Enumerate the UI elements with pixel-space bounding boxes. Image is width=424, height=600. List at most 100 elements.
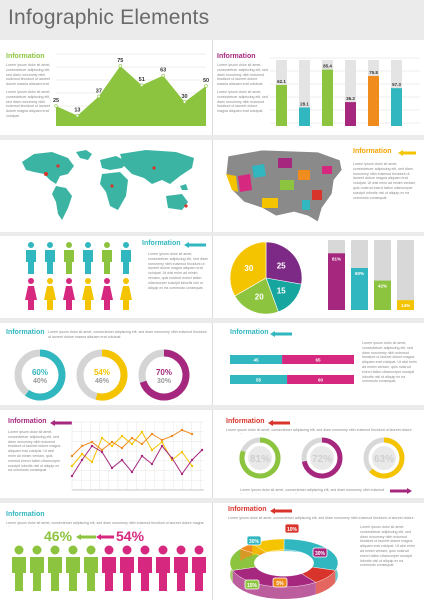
- row-5: Information Lorem ipsum dolor sit amet, …: [0, 410, 424, 498]
- data-label: 28.1: [300, 101, 309, 106]
- row-divider: [212, 323, 213, 405]
- info-label-2: Information: [217, 53, 256, 60]
- ring-segment: [283, 538, 339, 571]
- data-point: [70, 454, 74, 458]
- row-divider: [212, 40, 213, 135]
- bar-label: 14%: [401, 303, 410, 308]
- data-point: [130, 442, 134, 446]
- bar-label: 60%: [355, 271, 364, 276]
- bar-track: [345, 60, 356, 126]
- donut-label: 54%: [94, 368, 110, 377]
- bar: [391, 88, 402, 126]
- paragraph-4: Lorem ipsum dolor sit amet, consectetuer…: [148, 252, 208, 290]
- head: [104, 278, 110, 284]
- data-point: [118, 64, 122, 68]
- data-point: [90, 444, 94, 448]
- area-chart: 25 13 37 75 51 63 30 50: [53, 53, 209, 126]
- arrow-left-icon: [398, 150, 416, 156]
- bar: [299, 107, 310, 126]
- line-series: [71, 445, 203, 477]
- body: [66, 557, 80, 591]
- data-point: [140, 83, 144, 87]
- female-figures: [25, 278, 132, 310]
- head: [140, 545, 150, 555]
- paragraph-7: Lorem ipsum dolor sit amet, consectetuer…: [8, 430, 61, 473]
- paragraph-3: Lorem ipsum dolor sit amet, consectetuer…: [353, 162, 417, 200]
- arrow-left-icon: [268, 420, 290, 426]
- pie-slice: [265, 241, 303, 285]
- body: [120, 557, 134, 591]
- body: [44, 286, 56, 310]
- head: [28, 242, 34, 248]
- data-point: [180, 450, 184, 454]
- male-icon: [121, 242, 131, 274]
- data-point: [200, 448, 204, 452]
- progress-bars: 81% 60% 42% 14%: [328, 240, 414, 310]
- person-icon: [102, 545, 116, 591]
- male-icon: [64, 242, 74, 274]
- person-icon: [156, 545, 170, 591]
- row-4: Information Lorem ipsum dolor sit amet, …: [0, 323, 424, 405]
- info-label-1: Information: [6, 53, 45, 60]
- ring-chart-3d: 30% 10% 30% 15% 5%: [229, 523, 339, 599]
- data-label: 75: [117, 58, 123, 64]
- data-point: [120, 434, 124, 438]
- pie-slice: [229, 241, 267, 297]
- info-label-10: Information: [228, 506, 267, 513]
- gauge-center: [248, 446, 272, 470]
- body: [25, 286, 37, 310]
- head: [158, 545, 168, 555]
- line-chart: [70, 421, 204, 491]
- data-point: [70, 474, 74, 478]
- data-point: [190, 464, 194, 468]
- data-point: [130, 470, 134, 474]
- donut-label: 70%: [156, 368, 172, 377]
- body: [84, 557, 98, 591]
- ring-label: 30%: [315, 551, 326, 557]
- data-point: [100, 436, 104, 440]
- data-point: [140, 430, 144, 434]
- page-title: Infographic Elements: [8, 6, 210, 29]
- head: [104, 545, 114, 555]
- slice-label: 25: [277, 261, 286, 270]
- arrow-right-icon: [390, 488, 412, 494]
- data-label: 25: [53, 98, 59, 104]
- body: [12, 557, 26, 591]
- person-icon: [48, 545, 62, 591]
- percent-label-2: 54%: [116, 528, 145, 544]
- area-series: [56, 66, 206, 126]
- ring-tag: [272, 577, 288, 588]
- bar-label: 42%: [378, 284, 387, 289]
- data-point: [90, 460, 94, 464]
- pie-slice: [234, 277, 279, 315]
- person-icon: [192, 545, 206, 591]
- donut-segment: [25, 349, 66, 401]
- bar: [368, 75, 379, 126]
- bar-segment: [287, 375, 354, 384]
- paragraph-10: Lorem ipsum dolor sit amet, consectetuer…: [228, 516, 414, 521]
- body: [101, 286, 113, 310]
- body: [102, 557, 116, 591]
- data-label: 62.1: [277, 79, 286, 84]
- row-6: Information Lorem ipsum dolor sit amet, …: [0, 503, 424, 600]
- gauge-arc: [369, 437, 405, 479]
- bar: [345, 102, 356, 126]
- person-icon: [174, 545, 188, 591]
- row-1: Information Lorem ipsum dolor sit amet, …: [0, 40, 424, 135]
- body: [45, 250, 55, 274]
- head: [123, 278, 129, 284]
- male-icon: [45, 242, 55, 274]
- body: [174, 557, 188, 591]
- data-point: [190, 458, 194, 462]
- gauge-center: [310, 446, 334, 470]
- ring-label: 15%: [247, 583, 258, 589]
- arrow-left-icon: [76, 534, 96, 540]
- gauge-arc: [239, 437, 281, 479]
- donut-segment: [139, 349, 190, 401]
- body: [83, 250, 93, 274]
- bar-chart-1: 62.1 28.1 85.4 36.2 75.8 57.3: [270, 57, 420, 126]
- data-label: 36.2: [346, 96, 355, 101]
- body: [102, 250, 112, 274]
- data-label: 63: [160, 68, 166, 74]
- person-icon: [138, 545, 152, 591]
